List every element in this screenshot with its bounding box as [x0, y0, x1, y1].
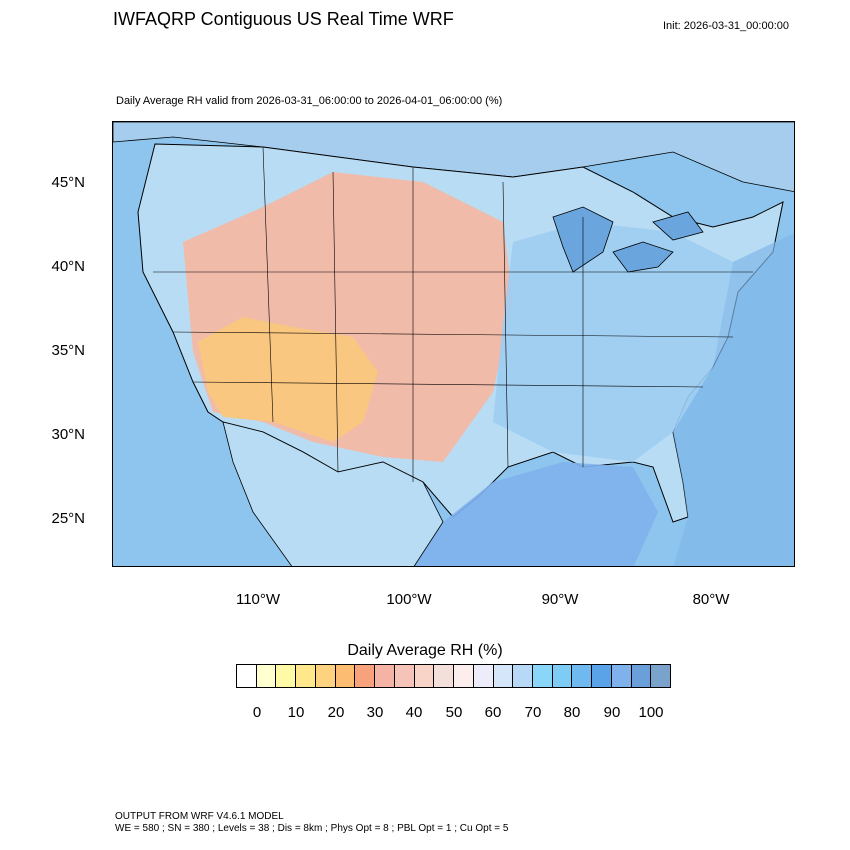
- very-dry-region: [198, 317, 378, 442]
- map-subtitle: Daily Average RH valid from 2026-03-31_0…: [116, 95, 503, 107]
- legend-tick-label: 20: [327, 704, 345, 721]
- legend-tick-label: 10: [287, 704, 305, 721]
- legend-color-box: [513, 665, 534, 687]
- legend-color-box: [237, 665, 257, 687]
- legend-colorbar: [236, 664, 671, 688]
- legend-tick-label: 80: [563, 704, 581, 721]
- legend-color-box: [375, 665, 395, 687]
- legend-color-box: [394, 665, 415, 687]
- legend-color-box: [454, 665, 474, 687]
- lat-tick-label: 35°N: [51, 342, 85, 359]
- legend-color-box: [335, 665, 356, 687]
- config-footer: WE = 580 ; SN = 380 ; Levels = 38 ; Dis …: [115, 823, 509, 834]
- map-panel: [112, 121, 795, 567]
- legend-color-box: [592, 665, 612, 687]
- legend-color-box: [256, 665, 277, 687]
- lat-tick-label: 40°N: [51, 258, 85, 275]
- legend-color-box: [296, 665, 316, 687]
- legend-color-box: [611, 665, 632, 687]
- legend-tick-label: 50: [445, 704, 463, 721]
- gulf-of-mexico: [414, 462, 658, 566]
- rh-map: [113, 122, 794, 566]
- legend-tick-label: 90: [603, 704, 621, 721]
- legend-color-box: [533, 665, 553, 687]
- legend-color-box: [651, 665, 671, 687]
- lat-tick-label: 30°N: [51, 426, 85, 443]
- legend-color-box: [414, 665, 435, 687]
- atlantic-ocean: [673, 232, 794, 566]
- legend-tick-label: 70: [524, 704, 542, 721]
- lon-tick-label: 110°W: [235, 591, 281, 608]
- lat-tick-label: 25°N: [51, 510, 85, 527]
- model-footer: OUTPUT FROM WRF V4.6.1 MODEL: [115, 811, 284, 822]
- lat-tick-label: 45°N: [51, 174, 85, 191]
- legend-title: Daily Average RH (%): [347, 642, 503, 659]
- legend-color-box: [276, 665, 297, 687]
- mexico-region: [222, 421, 444, 566]
- legend-color-box: [355, 665, 376, 687]
- great-lakes: [552, 206, 704, 273]
- init-time-label: Init: 2026-03-31_00:00:00: [663, 20, 789, 32]
- lon-tick-label: 90°W: [541, 591, 579, 608]
- legend-tick-label: 60: [484, 704, 502, 721]
- legend-color-box: [552, 665, 573, 687]
- moist-region: [493, 222, 733, 462]
- legend-color-box: [315, 665, 336, 687]
- legend-color-box: [434, 665, 455, 687]
- legend-tick-label: 0: [252, 704, 262, 721]
- legend-color-box: [572, 665, 593, 687]
- page-title: IWFAQRP Contiguous US Real Time WRF: [113, 9, 454, 29]
- legend-tick-label: 30: [366, 704, 384, 721]
- legend-color-box: [473, 665, 494, 687]
- state-boundaries: [153, 146, 753, 482]
- lon-tick-label: 100°W: [386, 591, 432, 608]
- lon-tick-label: 80°W: [692, 591, 730, 608]
- legend-tick-label: 100: [638, 704, 664, 721]
- legend-tick-label: 40: [405, 704, 423, 721]
- legend-color-box: [631, 665, 652, 687]
- legend-color-box: [493, 665, 514, 687]
